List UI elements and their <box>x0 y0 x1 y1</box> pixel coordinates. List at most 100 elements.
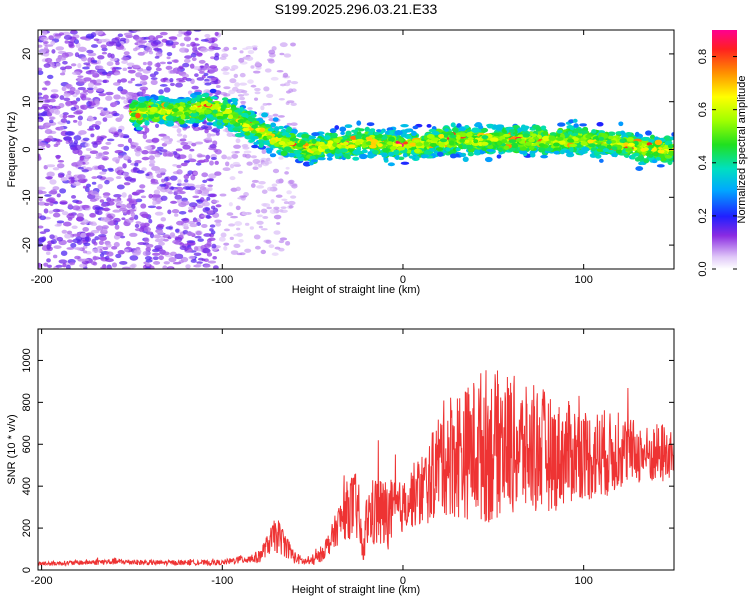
spectrogram-peak-dot <box>555 136 564 141</box>
spectrogram-noise-dot <box>158 255 164 261</box>
spectrogram-noise-dot <box>108 168 114 172</box>
spectrogram-signal-dot <box>177 106 184 112</box>
spectrogram-noise-dot <box>149 73 157 78</box>
spectrogram-noise-dot <box>96 59 102 65</box>
spectrogram-noise-dot <box>84 142 90 147</box>
spectrogram-sparse-dot <box>222 167 231 172</box>
spectrogram-peak-dot <box>166 105 174 110</box>
spectrogram-noise-dot <box>80 56 88 62</box>
spectrogram-noise-dot <box>181 73 189 78</box>
spectrogram-noise-dot <box>38 44 43 48</box>
spectrogram-noise-dot <box>82 97 92 101</box>
spectrogram-noise-dot <box>129 232 138 237</box>
spectrogram-noise-dot <box>139 184 146 189</box>
spectrogram-sparse-dot <box>222 129 229 132</box>
spectrogram-noise-dot <box>117 250 125 255</box>
spectrogram-noise-dot <box>185 30 192 36</box>
spectrogram-noise-dot <box>91 123 98 128</box>
spectrogram-noise-dot <box>89 198 97 202</box>
spectrogram-noise-dot <box>84 38 91 41</box>
spectrogram-noise-dot <box>123 248 130 253</box>
spectrogram-noise-dot <box>63 92 71 97</box>
spectrogram-sparse-dot <box>220 91 228 96</box>
spectrogram-signal-dot <box>216 124 224 129</box>
spectrogram-signal-dot <box>250 129 257 134</box>
spectrogram-peak-dot <box>598 136 605 141</box>
spectrogram-signal-dot <box>671 132 674 137</box>
spectrogram-peak-dot <box>354 141 361 146</box>
spectrogram-sparse-dot <box>221 53 229 58</box>
spectrogram-noise-dot <box>55 62 61 67</box>
spectrogram-noise-dot <box>38 141 44 147</box>
spectrogram-noise-dot <box>42 99 51 103</box>
spectrogram-noise-dot <box>191 85 199 90</box>
spectrogram-peak-dot <box>573 137 579 142</box>
spectrogram-noise-dot <box>101 47 108 52</box>
spectrogram-noise-dot <box>88 221 94 225</box>
spectrogram-sparse-dot <box>260 249 267 255</box>
spectrogram-noise-dot <box>208 193 217 198</box>
spectrogram-signal-dot <box>618 121 624 127</box>
spectrogram-noise-dot <box>141 82 148 85</box>
spectrogram-noise-dot <box>210 205 216 210</box>
spectrogram-noise-dot <box>160 195 168 201</box>
spectrogram-signal-dot <box>487 124 493 129</box>
spectrogram-signal-dot <box>429 142 437 148</box>
spectrogram-peak-dot <box>278 141 286 146</box>
snr-ytick-label: 400 <box>21 477 33 495</box>
spectrogram-noise-dot <box>90 133 95 138</box>
spectrogram-noise-dot <box>162 265 168 269</box>
spectrogram-noise-dot <box>56 220 65 224</box>
spectrogram-noise-dot <box>77 149 83 156</box>
spectrogram-noise-dot <box>170 200 178 204</box>
spectrogram-noise-dot <box>93 86 98 91</box>
spectrogram-noise-dot <box>142 213 149 218</box>
spectrogram-signal-dot <box>340 131 346 136</box>
spectrogram-signal-dot <box>253 141 259 146</box>
spectrogram-signal-dot <box>493 132 500 137</box>
spectrogram-noise-dot <box>172 239 180 244</box>
spectrogram-signal-dot <box>129 103 136 109</box>
spectrogram-noise-dot <box>93 38 100 42</box>
spectrogram-signal-dot <box>394 129 403 136</box>
spectrogram-signal-dot <box>366 122 375 127</box>
spectrogram-noise-dot <box>205 136 212 141</box>
spectrogram-peak-dot <box>480 141 489 146</box>
spectrogram-noise-dot <box>132 64 141 69</box>
spectrogram-signal-dot <box>638 161 644 166</box>
spectrogram-noise-dot <box>72 233 81 237</box>
spectrogram-sparse-dot <box>276 222 281 225</box>
spectrogram-sparse-dot <box>243 93 250 96</box>
spectrogram-noise-dot <box>206 196 211 201</box>
spectrogram-noise-dot <box>147 61 153 66</box>
spectrogram-peak-dot <box>588 143 597 148</box>
spectrogram-noise-dot <box>43 63 51 68</box>
spectrogram-noise-dot <box>51 49 56 54</box>
spectrogram-sparse-dot <box>249 226 254 230</box>
spectrogram-signal-dot <box>216 115 224 120</box>
spectrogram-ytick-label: 10 <box>21 96 33 108</box>
spectrogram-noise-dot <box>141 156 150 161</box>
spectrogram-signal-dot <box>386 141 394 146</box>
spectrogram-signal-dot <box>308 161 314 166</box>
spectrogram-signal-dot <box>261 112 269 118</box>
spectrogram-signal-dot <box>542 131 549 136</box>
spectrogram-noise-dot <box>196 77 205 81</box>
spectrogram-signal-dot <box>452 127 459 133</box>
spectrogram-noise-dot <box>122 135 130 139</box>
spectrogram-noise-dot <box>46 171 55 177</box>
spectrogram-signal-dot <box>645 130 652 136</box>
spectrogram-noise-dot <box>91 59 98 64</box>
spectrogram-sparse-dot <box>223 86 231 90</box>
spectrogram-sparse-dot <box>247 107 253 110</box>
spectrogram-noise-dot <box>115 42 122 47</box>
spectrogram-noise-dot <box>209 65 218 69</box>
spectrogram-noise-dot <box>106 266 113 269</box>
spectrogram-sparse-dot <box>287 79 292 83</box>
spectrogram-sparse-dot <box>233 144 242 149</box>
spectrogram-noise-dot <box>95 30 104 36</box>
spectrogram-noise-dot <box>60 118 68 123</box>
spectrogram-noise-dot <box>64 233 72 239</box>
spectrogram-peak-dot <box>270 139 276 144</box>
spectrogram-noise-dot <box>174 194 183 200</box>
